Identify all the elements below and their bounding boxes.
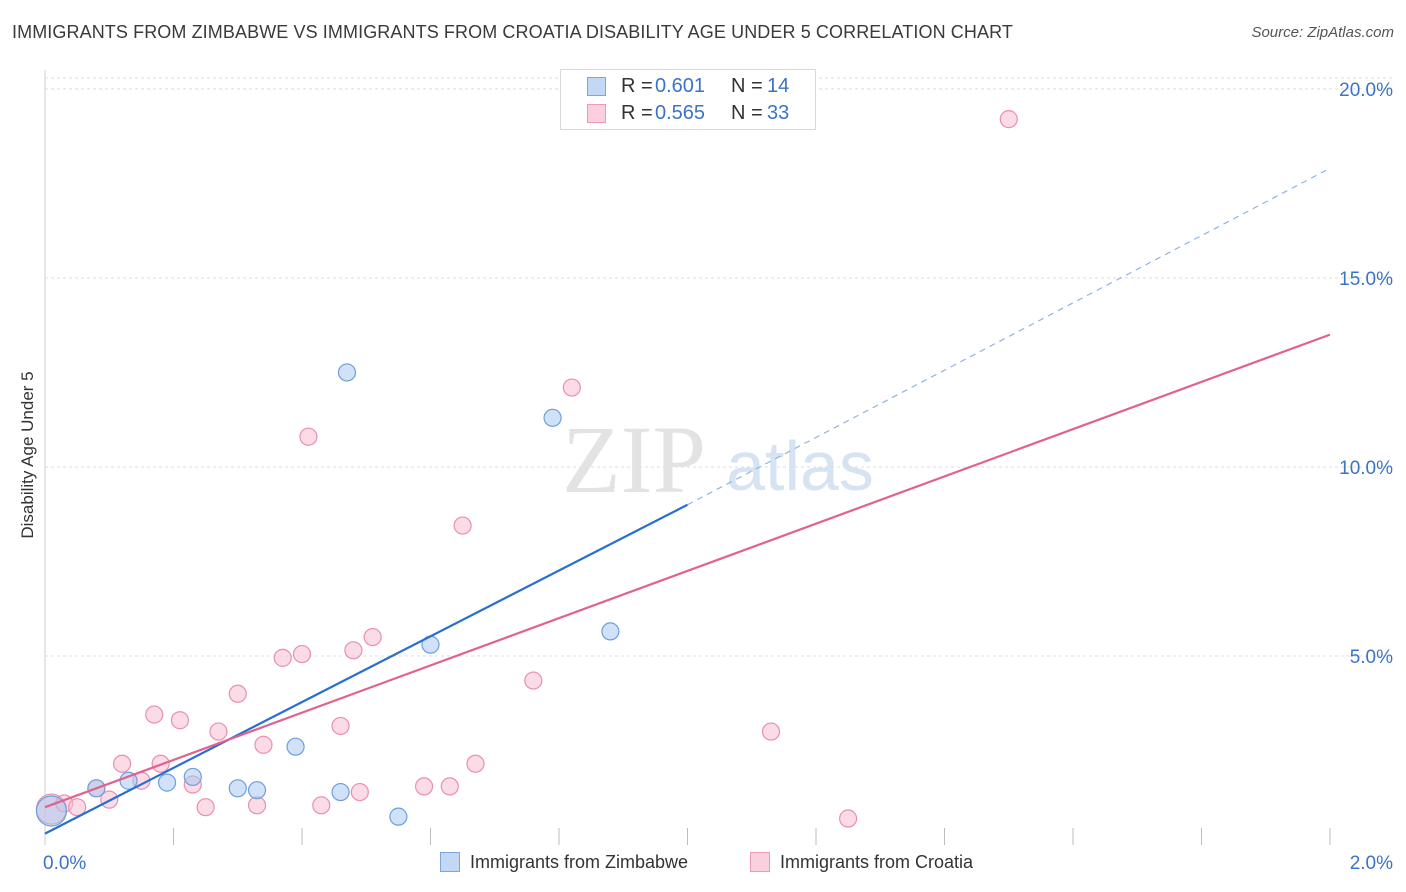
croatia-point — [761, 722, 781, 741]
n-value: 33 — [767, 102, 790, 124]
watermark-atlas: atlas — [726, 427, 874, 505]
zimbabwe-point — [247, 781, 267, 800]
r-value: 0.601 — [655, 75, 706, 97]
croatia-point — [299, 427, 318, 446]
croatia-point — [839, 809, 858, 828]
croatia-trend-line — [44, 333, 1331, 809]
watermark-zip: ZIP — [562, 406, 706, 513]
croatia-point — [228, 684, 247, 703]
zimbabwe-point — [331, 782, 350, 802]
croatia-point — [273, 648, 292, 667]
legend-label-croatia: Immigrants from Croatia — [780, 852, 974, 872]
croatia-point — [247, 796, 267, 815]
watermark: ZIP atlas — [562, 406, 874, 513]
croatia-point — [196, 798, 215, 817]
legend-item-croatia[interactable]: Immigrants from Croatia — [750, 852, 973, 873]
r-value: 0.565 — [655, 102, 706, 124]
croatia-point — [363, 627, 382, 647]
r-label: R = — [621, 102, 653, 124]
n-value: 14 — [767, 75, 790, 97]
croatia-point — [112, 754, 132, 773]
croatia-point — [524, 671, 543, 690]
croatia-point — [453, 516, 472, 535]
n-label: N = — [731, 75, 763, 97]
r-label: R = — [621, 75, 653, 97]
zimbabwe-point — [601, 622, 620, 641]
legend-label-zimbabwe: Immigrants from Zimbabwe — [470, 852, 689, 872]
tick-labels: 5.0% 10.0% 15.0% 20.0% 0.0% 2.0% — [43, 80, 1393, 874]
croatia-swatch — [587, 104, 606, 123]
croatia-point — [999, 110, 1018, 129]
zimbabwe-trend-line — [44, 503, 689, 835]
croatia-legend-swatch — [750, 852, 770, 872]
zimbabwe-point — [183, 767, 202, 787]
y-tick-label: 20.0% — [1339, 80, 1393, 101]
croatia-point — [350, 782, 369, 802]
zimbabwe-point — [157, 773, 177, 792]
x-tick-label: 0.0% — [43, 853, 86, 874]
croatia-point — [562, 378, 581, 397]
stats-legend: R = 0.601 N = 14 R = 0.565 N = 33 — [560, 69, 816, 130]
croatia-point — [414, 777, 434, 796]
zimbabwe-trend-extension — [687, 167, 1331, 506]
x-tick-label: 2.0% — [1350, 853, 1393, 874]
y-tick-label: 10.0% — [1339, 458, 1393, 479]
zimbabwe-swatch — [587, 77, 606, 96]
zimbabwe-point — [337, 363, 357, 382]
croatia-point — [344, 641, 363, 660]
croatia-point — [170, 711, 190, 730]
chart-title: IMMIGRANTS FROM ZIMBABWE VS IMMIGRANTS F… — [12, 22, 1013, 42]
croatia-point — [209, 722, 228, 741]
grid-layer — [45, 77, 1392, 657]
points-layer — [35, 110, 1018, 828]
croatia-point — [145, 705, 164, 724]
croatia-point — [254, 735, 273, 754]
croatia-point — [440, 777, 459, 796]
axis-layer — [44, 70, 1331, 845]
zimbabwe-point — [543, 408, 562, 427]
y-tick-label: 5.0% — [1350, 647, 1393, 668]
croatia-point — [466, 754, 485, 773]
source-label: Source: ZipAtlas.com — [1251, 24, 1394, 41]
croatia-point — [312, 796, 331, 815]
zimbabwe-point — [389, 807, 408, 826]
croatia-point — [331, 716, 350, 736]
legend-item-zimbabwe[interactable]: Immigrants from Zimbabwe — [440, 852, 688, 873]
zimbabwe-legend-swatch — [440, 852, 460, 872]
zimbabwe-point — [228, 779, 247, 798]
zimbabwe-point — [35, 795, 68, 827]
croatia-point — [68, 798, 87, 817]
zimbabwe-point — [286, 737, 305, 756]
n-label: N = — [731, 102, 763, 124]
y-tick-label: 15.0% — [1339, 269, 1393, 290]
croatia-point — [292, 644, 312, 664]
trend-layer — [44, 167, 1331, 835]
